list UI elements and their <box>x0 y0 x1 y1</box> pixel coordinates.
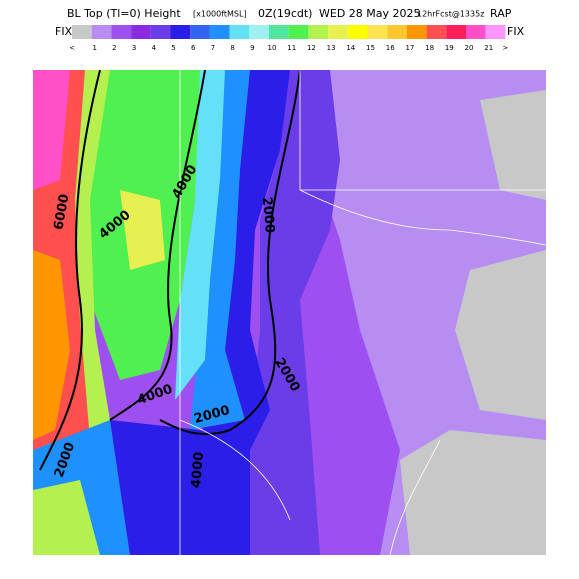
map-region <box>480 90 546 200</box>
colorbar-box <box>367 25 388 39</box>
colorbar-label: 11 <box>287 44 296 52</box>
title-time: 0Z(19cdt) <box>258 7 312 20</box>
contour-line <box>39 69 101 471</box>
map-region <box>33 480 100 555</box>
colorbar-low-label: < <box>69 44 75 52</box>
colorbar-label: 21 <box>484 44 493 52</box>
contour-line <box>109 69 206 421</box>
colorbar-label: 8 <box>230 44 234 52</box>
colorbar-label: 9 <box>250 44 254 52</box>
colorbar-box <box>209 25 230 39</box>
title: BL Top (Tl=0) Height [x1000ftMSL] 0Z(19c… <box>67 7 512 20</box>
colorbar-box <box>190 25 210 39</box>
colorbar-label: 7 <box>211 44 215 52</box>
colorbar-box <box>170 25 191 39</box>
colorbar-label: 2 <box>112 44 116 52</box>
map-region <box>250 70 340 555</box>
colorbar-label: 20 <box>465 44 474 52</box>
colorbar-box <box>111 25 132 39</box>
contour-label: 6000 <box>51 193 72 231</box>
colorbar: FIX FIX <1 2 3 4 5 6 7 8 9 10 11 12 13 14 15 16 17 18 19 20… <box>55 25 525 52</box>
title-main: BL Top (Tl=0) Height <box>67 7 181 20</box>
colorbar-fix-box <box>72 25 92 39</box>
colorbar-box <box>446 25 466 39</box>
colorbar-box <box>249 25 269 39</box>
title-model: RAP <box>490 7 512 20</box>
title-units: [x1000ftMSL] <box>193 10 247 19</box>
map: 6000 4000 4000 4000 4000 2000 2000 2000 … <box>33 69 547 556</box>
colorbar-box <box>150 25 171 39</box>
title-fcst: 12hrFcst@1335z <box>417 10 484 19</box>
colorbar-label: 4 <box>152 44 157 52</box>
colorbar-box <box>131 25 151 39</box>
map-region <box>33 70 70 190</box>
colorbar-box <box>485 25 506 39</box>
colorbar-box <box>288 25 309 39</box>
title-date: WED 28 May 2025 <box>319 7 421 20</box>
map-region <box>455 250 546 420</box>
colorbar-label: 1 <box>92 44 96 52</box>
colorbar-label: 13 <box>327 44 336 52</box>
boundary-line <box>299 189 547 246</box>
boundary-line <box>179 419 441 556</box>
colorbar-box <box>91 25 112 39</box>
colorbar-label: 16 <box>386 44 395 52</box>
colorbar-high-label: > <box>502 44 508 52</box>
colorbar-label: 18 <box>425 44 434 52</box>
map-region <box>310 70 546 555</box>
colorbar-label: 6 <box>191 44 196 52</box>
contour-label: 4000 <box>189 451 207 488</box>
colorbar-box <box>406 25 427 39</box>
colorbar-box <box>387 25 407 39</box>
colorbar-label: 15 <box>366 44 375 52</box>
contour-label: 2000 <box>259 196 277 233</box>
colorbar-box <box>308 25 329 39</box>
colorbar-box <box>466 25 486 39</box>
colorbar-label: 19 <box>445 44 454 52</box>
map-region <box>400 430 546 555</box>
colorbar-box <box>328 25 348 39</box>
colorbar-label: 10 <box>268 44 277 52</box>
colorbar-box <box>269 25 289 39</box>
colorbar-label: 17 <box>405 44 414 52</box>
colorbar-label: 14 <box>346 44 355 52</box>
colorbar-left-label: FIX <box>55 25 73 38</box>
colorbar-box <box>229 25 250 39</box>
colorbar-box <box>426 25 447 39</box>
map-region <box>33 250 70 440</box>
map-region <box>175 70 225 400</box>
colorbar-label: 3 <box>132 44 136 52</box>
colorbar-label: 5 <box>171 44 175 52</box>
colorbar-label: 12 <box>307 44 316 52</box>
map-region <box>120 190 165 270</box>
contour-line <box>159 69 301 436</box>
colorbar-right-label: FIX <box>507 25 525 38</box>
colorbar-box <box>347 25 368 39</box>
